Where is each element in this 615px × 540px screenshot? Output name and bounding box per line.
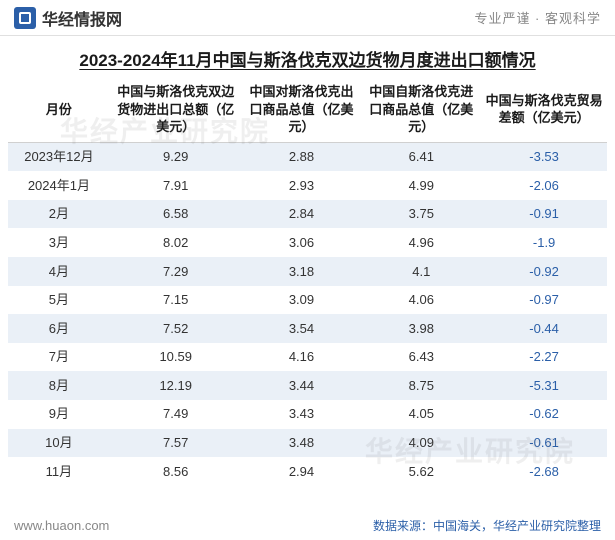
table-cell: 2月 [8,200,110,229]
table-header-row: 月份 中国与斯洛伐克双边货物进出口总额（亿美元） 中国对斯洛伐克出口商品总值（亿… [8,77,607,142]
logo-icon [14,7,36,29]
table-cell: 12.19 [110,371,242,400]
table-row: 2月6.582.843.75-0.91 [8,200,607,229]
table-cell: 6.58 [110,200,242,229]
table-cell: 4.16 [242,343,362,372]
table-cell: 4.05 [361,400,481,429]
table-cell: 5.62 [361,457,481,486]
table-row: 9月7.493.434.05-0.62 [8,400,607,429]
table-cell: 6.41 [361,142,481,171]
table-row: 6月7.523.543.98-0.44 [8,314,607,343]
table-cell: -5.31 [481,371,607,400]
header-bar: 华经情报网 专业严谨 · 客观科学 [0,0,615,36]
table-cell: -0.62 [481,400,607,429]
table-cell: 4.1 [361,257,481,286]
table-cell: 3.44 [242,371,362,400]
footer-source: 数据来源：中国海关，华经产业研究院整理 [373,517,601,534]
table-cell: 3.06 [242,228,362,257]
table-cell: 11月 [8,457,110,486]
table-cell: 10.59 [110,343,242,372]
table-cell: 3.75 [361,200,481,229]
table-cell: 7.91 [110,171,242,200]
table-row: 8月12.193.448.75-5.31 [8,371,607,400]
col-total: 中国与斯洛伐克双边货物进出口总额（亿美元） [110,77,242,142]
table-cell: 2.84 [242,200,362,229]
table-cell: 4.09 [361,429,481,458]
table-cell: -0.61 [481,429,607,458]
table-row: 2024年1月7.912.934.99-2.06 [8,171,607,200]
data-table: 月份 中国与斯洛伐克双边货物进出口总额（亿美元） 中国对斯洛伐克出口商品总值（亿… [8,77,607,486]
table-body: 2023年12月9.292.886.41-3.532024年1月7.912.93… [8,142,607,486]
table-cell: 7月 [8,343,110,372]
table-cell: 2023年12月 [8,142,110,171]
table-cell: 7.57 [110,429,242,458]
page-title: 2023-2024年11月中国与斯洛伐克双边货物月度进出口额情况 [0,36,615,77]
table-cell: 3.48 [242,429,362,458]
table-cell: -2.68 [481,457,607,486]
table-cell: -1.9 [481,228,607,257]
table-cell: 8.02 [110,228,242,257]
tagline: 专业严谨 · 客观科学 [474,8,601,27]
table-cell: 9.29 [110,142,242,171]
table-cell: -0.91 [481,200,607,229]
col-import: 中国自斯洛伐克进口商品总值（亿美元） [361,77,481,142]
footer-bar: www.huaon.com 数据来源：中国海关，华经产业研究院整理 [0,511,615,534]
table-cell: 8.75 [361,371,481,400]
logo-block: 华经情报网 [14,6,122,30]
table-cell: 7.49 [110,400,242,429]
table-cell: 3.43 [242,400,362,429]
table-row: 3月8.023.064.96-1.9 [8,228,607,257]
table-row: 11月8.562.945.62-2.68 [8,457,607,486]
table-cell: 3.09 [242,286,362,315]
table-cell: 6月 [8,314,110,343]
table-cell: 3.54 [242,314,362,343]
table-cell: 4.99 [361,171,481,200]
table-cell: 3.18 [242,257,362,286]
table-container: 月份 中国与斯洛伐克双边货物进出口总额（亿美元） 中国对斯洛伐克出口商品总值（亿… [0,77,615,486]
table-cell: -3.53 [481,142,607,171]
table-cell: -0.97 [481,286,607,315]
footer-url: www.huaon.com [14,518,109,533]
table-cell: 2.93 [242,171,362,200]
table-cell: -2.06 [481,171,607,200]
table-cell: 8月 [8,371,110,400]
table-cell: 6.43 [361,343,481,372]
table-cell: 9月 [8,400,110,429]
table-cell: -2.27 [481,343,607,372]
table-cell: 7.52 [110,314,242,343]
table-row: 2023年12月9.292.886.41-3.53 [8,142,607,171]
table-cell: 3月 [8,228,110,257]
table-cell: 7.29 [110,257,242,286]
table-cell: -0.44 [481,314,607,343]
table-cell: -0.92 [481,257,607,286]
table-cell: 2.88 [242,142,362,171]
table-cell: 7.15 [110,286,242,315]
table-cell: 4月 [8,257,110,286]
table-cell: 10月 [8,429,110,458]
table-cell: 5月 [8,286,110,315]
table-row: 7月10.594.166.43-2.27 [8,343,607,372]
table-cell: 2024年1月 [8,171,110,200]
logo-text: 华经情报网 [42,6,122,30]
col-export: 中国对斯洛伐克出口商品总值（亿美元） [242,77,362,142]
table-cell: 3.98 [361,314,481,343]
col-month: 月份 [8,77,110,142]
table-cell: 2.94 [242,457,362,486]
table-cell: 4.96 [361,228,481,257]
table-row: 10月7.573.484.09-0.61 [8,429,607,458]
table-row: 4月7.293.184.1-0.92 [8,257,607,286]
table-cell: 8.56 [110,457,242,486]
table-row: 5月7.153.094.06-0.97 [8,286,607,315]
table-cell: 4.06 [361,286,481,315]
col-balance: 中国与斯洛伐克贸易差额（亿美元） [481,77,607,142]
